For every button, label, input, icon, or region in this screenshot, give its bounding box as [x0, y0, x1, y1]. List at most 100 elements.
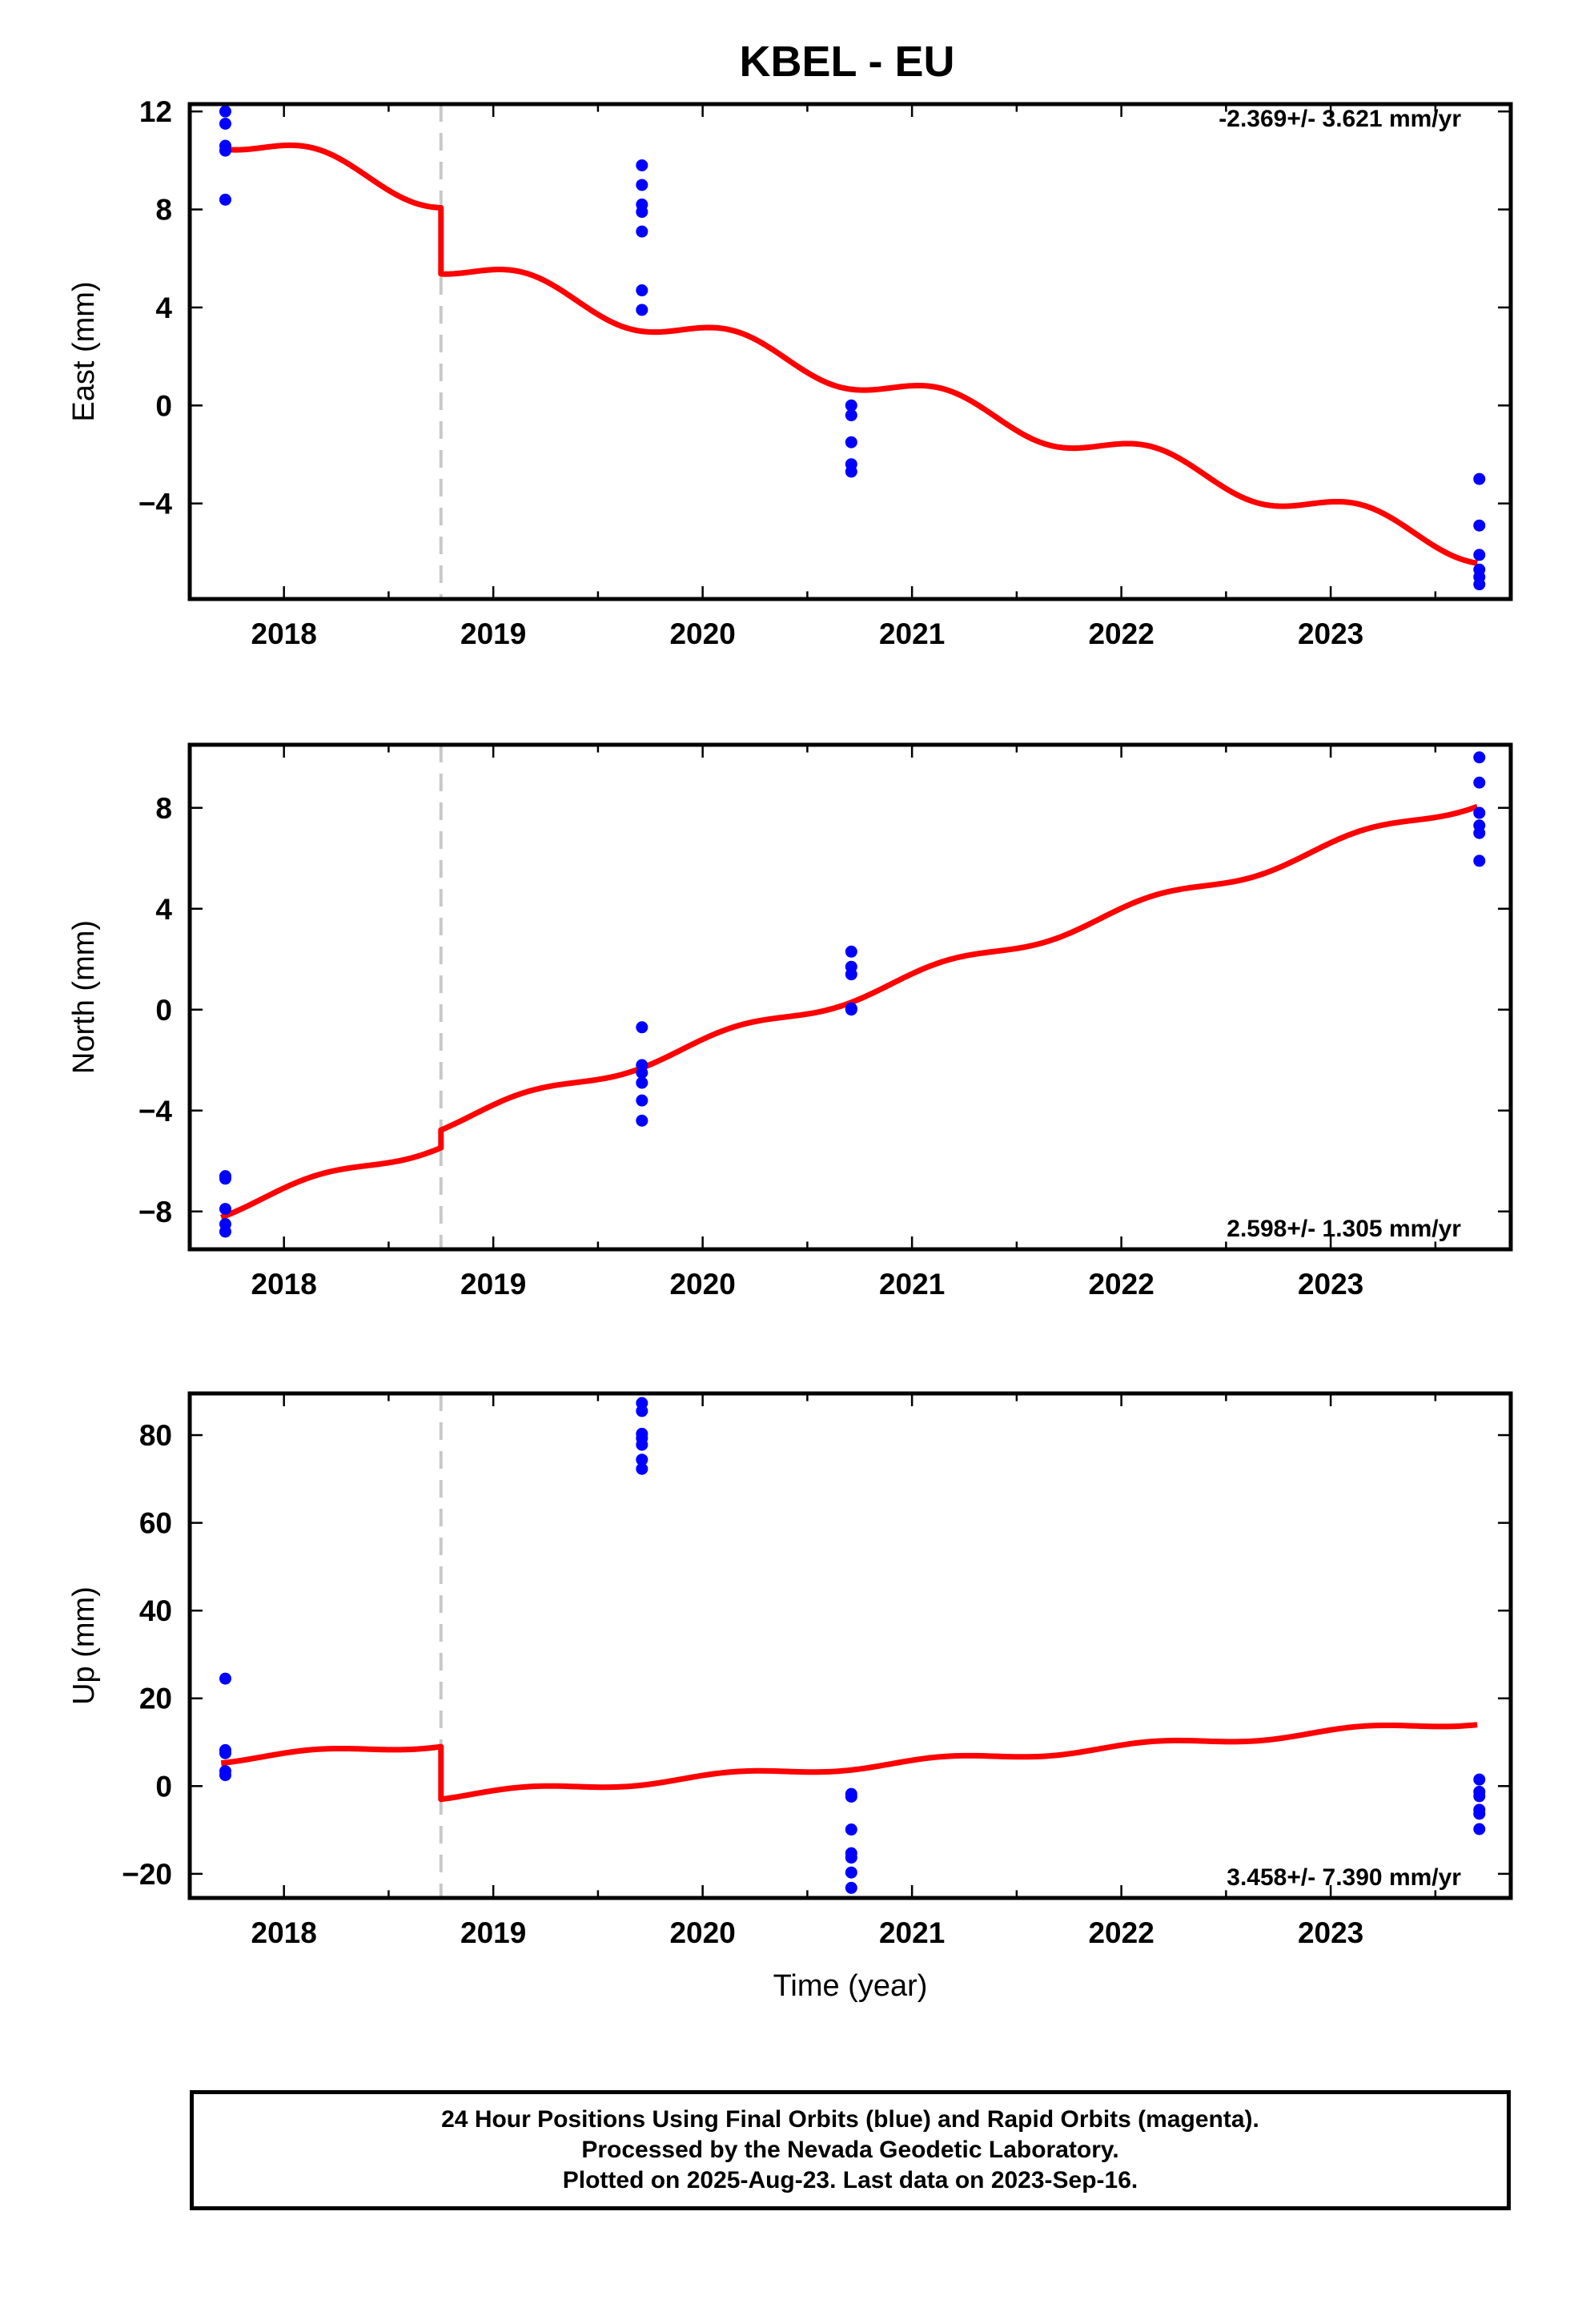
east-x-tick-label: 2022: [1088, 617, 1154, 650]
east-data-point: [636, 225, 648, 238]
up-x-tick-label: 2020: [669, 1916, 735, 1949]
north-x-tick-label: 2022: [1088, 1268, 1154, 1301]
figure-title: KBEL - EU: [739, 38, 954, 86]
east-data-point: [1473, 519, 1486, 532]
north-data-point: [636, 1067, 648, 1079]
east-x-tick-label: 2020: [669, 617, 735, 650]
east-data-point: [636, 304, 648, 316]
north-data-point: [1473, 826, 1486, 839]
up-y-tick-label: 20: [139, 1683, 172, 1715]
east-y-tick-label: 12: [139, 95, 172, 128]
east-model-curve: [219, 142, 1478, 566]
up-data-point: [1473, 1807, 1486, 1820]
east-x-tick-label: 2021: [879, 617, 945, 650]
north-y-tick-label: 8: [155, 792, 172, 825]
north-data-point: [219, 1172, 231, 1185]
east-plot-frame: [187, 102, 1513, 601]
north-data-point: [1473, 806, 1486, 819]
north-x-tick-label: 2019: [460, 1268, 526, 1301]
up-data-point: [1473, 1823, 1486, 1835]
east-y-tick-label: −4: [139, 488, 173, 521]
east-data-point: [636, 206, 648, 219]
east-velocity-label: -2.369+/- 3.621 mm/yr: [1219, 106, 1461, 132]
up-x-tick-label: 2023: [1298, 1916, 1363, 1949]
up-model-curve: [219, 1722, 1478, 1803]
north-data-point: [636, 1076, 648, 1089]
north-data-point: [636, 1021, 648, 1034]
east-x-tick-label: 2018: [251, 617, 317, 650]
north-data-point: [1473, 854, 1486, 867]
up-data-point: [636, 1454, 648, 1466]
east-data-point: [845, 436, 857, 448]
up-velocity-label: 3.458+/- 7.390 mm/yr: [1227, 1864, 1461, 1891]
east-data-point: [636, 284, 648, 297]
up-y-tick-label: 80: [139, 1419, 172, 1452]
east-data-point: [845, 465, 857, 478]
north-velocity-label: 2.598+/- 1.305 mm/yr: [1227, 1216, 1461, 1242]
east-data-point: [1473, 472, 1486, 485]
east-data-point: [1473, 549, 1486, 561]
up-x-tick-label: 2022: [1088, 1916, 1154, 1949]
up-data-point: [219, 1747, 231, 1759]
footer-line-plotted-on: Plotted on 2025-Aug-23. Last data on 202…: [562, 2167, 1138, 2193]
east-data-point: [219, 144, 231, 157]
east-y-tick-label: 4: [155, 292, 172, 324]
east-data-point: [636, 179, 648, 191]
up-data-point: [636, 1438, 648, 1451]
up-data-point: [845, 1790, 857, 1803]
east-y-tick-label: 8: [155, 194, 172, 227]
north-data-point: [219, 1225, 231, 1238]
east-data-point: [636, 159, 648, 171]
north-y-tick-label: −8: [139, 1196, 172, 1228]
up-x-tick-label: 2018: [251, 1916, 317, 1949]
north-data-point: [845, 945, 857, 958]
north-plot-frame: [187, 742, 1513, 1252]
north-panel: 2018 2019 2020 2021 2022 2023 8 4 0 −4 −8 North (mm…: [67, 742, 1513, 1301]
north-data-point: [636, 1114, 648, 1127]
north-y-tick-label: 0: [155, 994, 172, 1027]
north-y-tick-label: −4: [139, 1095, 173, 1128]
footer-line-processed-by: Processed by the Nevada Geodetic Laborat…: [581, 2137, 1119, 2163]
east-data-point: [845, 399, 857, 412]
up-data-point: [1473, 1773, 1486, 1786]
east-x-tick-label: 2023: [1298, 617, 1363, 650]
up-plot-frame: [187, 1391, 1513, 1900]
north-x-tick-label: 2020: [669, 1268, 735, 1301]
north-model-curve: [219, 803, 1479, 1220]
up-panel: 2018 2019 2020 2021 2022 2023 80 60 40 20 0 −20 Up (…: [67, 1391, 1513, 2003]
up-y-axis-label: Up (mm): [67, 1586, 101, 1705]
up-data-point: [845, 1881, 857, 1894]
up-data-point: [1473, 1790, 1486, 1803]
up-data-point: [636, 1405, 648, 1417]
east-data-point: [219, 105, 231, 118]
north-x-tick-label: 2021: [879, 1268, 945, 1301]
up-data-point: [636, 1462, 648, 1475]
up-x-axis-label: Time (year): [773, 1969, 928, 2003]
up-data-point: [845, 1823, 857, 1836]
east-x-tick-label: 2019: [460, 617, 526, 650]
up-y-tick-label: −20: [122, 1858, 172, 1891]
footer-line-orbits: 24 Hour Positions Using Final Orbits (bl…: [441, 2106, 1259, 2133]
north-data-point: [845, 1003, 857, 1016]
up-y-tick-label: 40: [139, 1594, 172, 1627]
north-data-point: [845, 968, 857, 981]
up-y-tick-label: 60: [139, 1507, 172, 1540]
north-data-point: [1473, 751, 1486, 764]
east-data-point: [1473, 578, 1486, 591]
north-data-point: [1473, 776, 1486, 789]
east-y-tick-label: 0: [155, 389, 172, 422]
north-data-point: [636, 1094, 648, 1107]
north-data-point: [219, 1203, 231, 1216]
footer-caption-box: 24 Hour Positions Using Final Orbits (bl…: [190, 2090, 1511, 2210]
east-y-axis-label: East (mm): [67, 281, 101, 421]
up-data-point: [219, 1769, 231, 1782]
north-x-tick-label: 2023: [1298, 1268, 1363, 1301]
up-x-tick-label: 2021: [879, 1916, 945, 1949]
up-data-point: [219, 1672, 231, 1685]
east-data-point: [219, 193, 231, 206]
east-data-point: [219, 117, 231, 130]
up-data-point: [845, 1852, 857, 1864]
north-y-axis-label: North (mm): [67, 920, 101, 1074]
